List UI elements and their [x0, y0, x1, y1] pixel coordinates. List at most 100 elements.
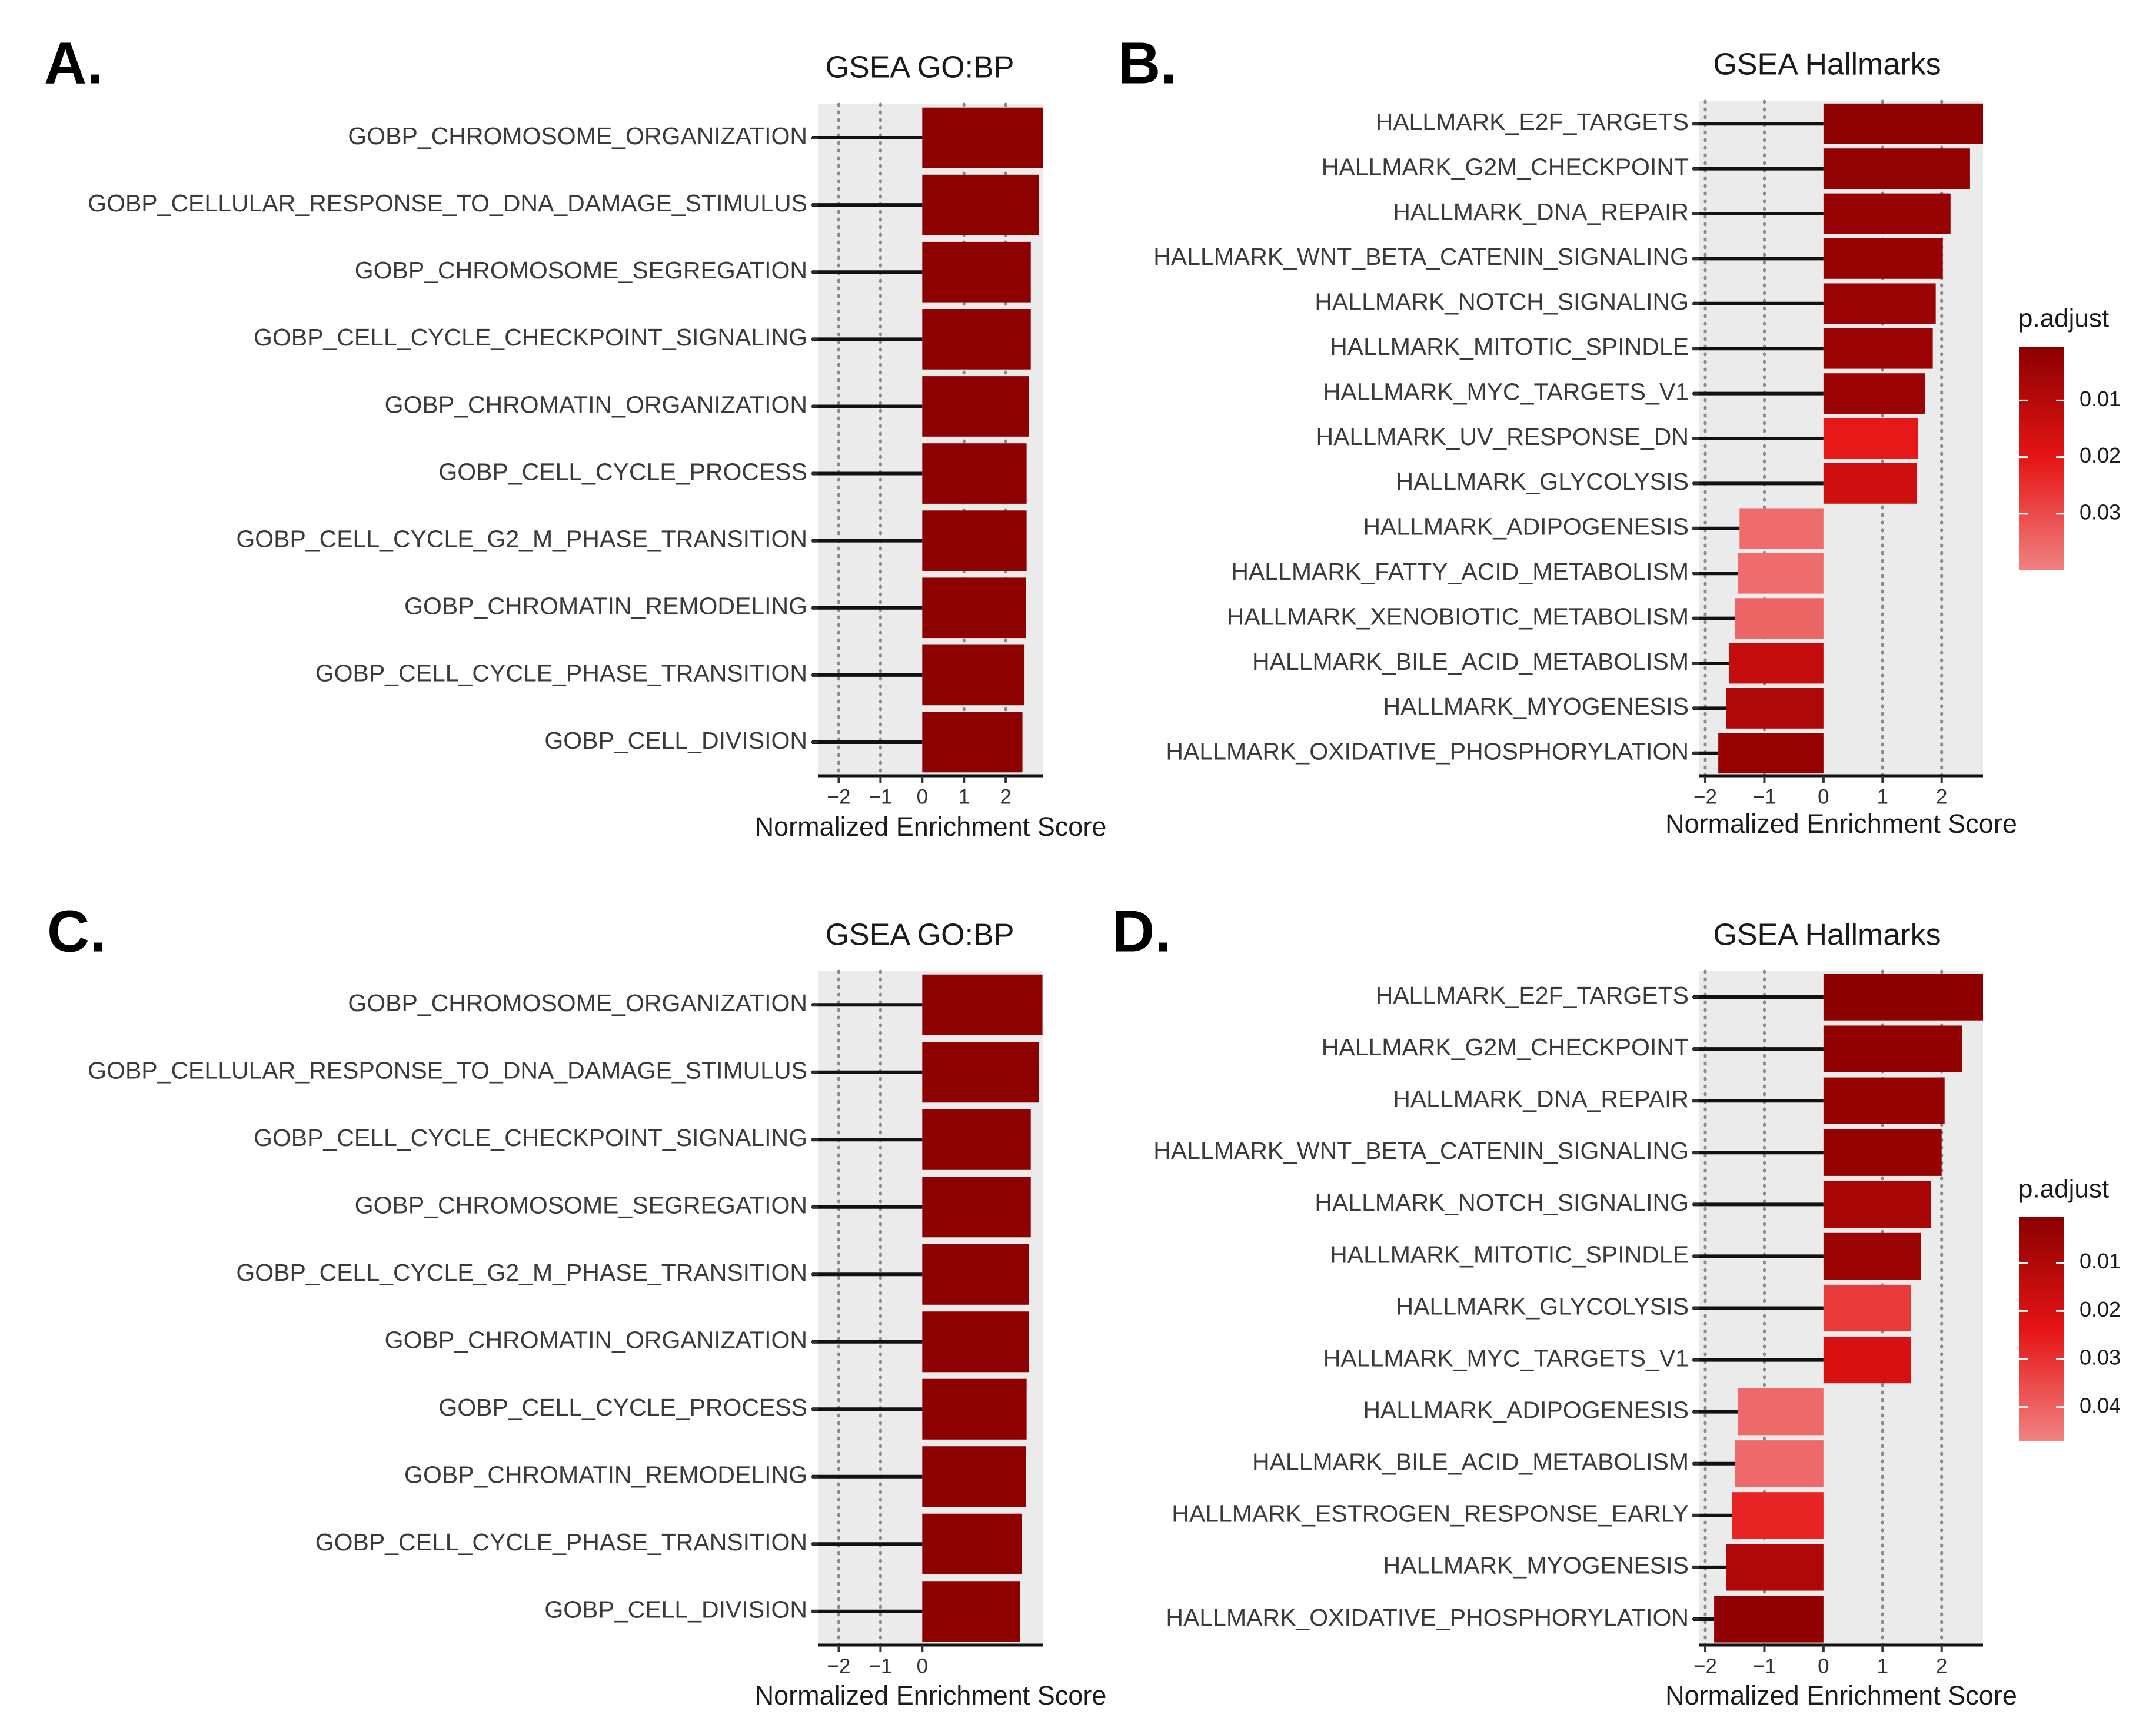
category-label: HALLMARK_E2F_TARGETS	[1376, 982, 1689, 1009]
category-label: HALLMARK_BILE_ACID_METABOLISM	[1252, 648, 1689, 675]
category-label: HALLMARK_MITOTIC_SPINDLE	[1330, 1241, 1689, 1268]
category-label: HALLMARK_NOTCH_SIGNALING	[1315, 1189, 1689, 1216]
x-tick-label: 0	[1818, 785, 1829, 808]
bar	[922, 107, 1043, 168]
category-label: HALLMARK_G2M_CHECKPOINT	[1322, 1034, 1689, 1061]
bar	[922, 644, 1025, 706]
legend-tick-label: 0.02	[2080, 1297, 2121, 1321]
panel-title: GSEA Hallmarks	[1713, 48, 1941, 82]
category-label: HALLMARK_ADIPOGENESIS	[1363, 1396, 1689, 1423]
panel-b: B. GSEA Hallmarks HALLMARK_E2F_TARGETS HALL…	[1118, 30, 2121, 838]
bar	[1738, 553, 1824, 594]
bar	[922, 376, 1029, 437]
panel-d: D. GSEA Hallmarks HALLMARK_E2F_TARGETS HALL…	[1112, 898, 2121, 1710]
category-label: GOBP_CELL_CYCLE_PROCESS	[438, 458, 807, 485]
x-tick-label: 1	[1877, 785, 1888, 808]
bar	[922, 1042, 1039, 1103]
legend-colorbar	[2019, 347, 2064, 570]
legend-tick-label: 0.03	[2080, 500, 2121, 524]
legend-tick-label: 0.02	[2080, 443, 2121, 467]
category-label: HALLMARK_MYC_TARGETS_V1	[1323, 1344, 1689, 1371]
bar	[1823, 238, 1943, 279]
x-tick-label: −2	[1693, 1654, 1717, 1677]
legend-tick-label: 0.04	[2080, 1393, 2121, 1417]
category-label: HALLMARK_BILE_ACID_METABOLISM	[1252, 1448, 1689, 1476]
category-label: GOBP_CHROMOSOME_ORGANIZATION	[348, 122, 807, 149]
category-label: GOBP_CHROMOSOME_ORGANIZATION	[348, 989, 807, 1016]
category-label: GOBP_CELL_DIVISION	[544, 1596, 807, 1623]
category-label: HALLMARK_NOTCH_SIGNALING	[1315, 288, 1689, 315]
bar	[922, 241, 1031, 303]
category-label: HALLMARK_WNT_BETA_CATENIN_SIGNALING	[1153, 1137, 1689, 1164]
bar	[922, 443, 1027, 504]
legend-title: p.adjust	[2018, 304, 2109, 333]
bar	[1738, 1388, 1824, 1436]
bar	[922, 1244, 1029, 1305]
bar	[1823, 283, 1936, 324]
category-label: GOBP_CELL_CYCLE_CHECKPOINT_SIGNALING	[254, 324, 807, 351]
x-tick-label: −1	[869, 1654, 892, 1677]
bar	[1823, 1284, 1911, 1332]
x-tick-label: −2	[1693, 785, 1717, 808]
bar	[1823, 1077, 1945, 1124]
panel-c: C. GSEA GO:BP GOBP_CHROMOSOME_ORGANIZATION…	[47, 898, 1106, 1710]
category-label: GOBP_CELL_CYCLE_G2_M_PHASE_TRANSITION	[236, 1259, 807, 1286]
category-label: HALLMARK_E2F_TARGETS	[1376, 108, 1689, 135]
category-label: GOBP_CELLULAR_RESPONSE_TO_DNA_DAMAGE_STI…	[88, 190, 807, 217]
x-tick-label: −1	[869, 785, 892, 808]
x-axis-label: Normalized Enrichment Score	[755, 812, 1107, 842]
category-label: HALLMARK_MYC_TARGETS_V1	[1323, 378, 1689, 405]
bar	[922, 309, 1031, 370]
bar	[1823, 148, 1970, 189]
panel-a: A. GSEA GO:BP GOBP_CHROMOSOME_ORGANIZATION…	[44, 30, 1106, 841]
bar	[1726, 688, 1824, 729]
category-label: GOBP_CHROMOSOME_SEGREGATION	[355, 1192, 807, 1219]
legend-tick-label: 0.01	[2080, 387, 2121, 411]
panel-title: GSEA GO:BP	[826, 918, 1014, 952]
x-tick-label: −2	[827, 1654, 851, 1677]
category-label: HALLMARK_FATTY_ACID_METABOLISM	[1231, 558, 1689, 585]
category-label: HALLMARK_OXIDATIVE_PHOSPHORYLATION	[1166, 738, 1689, 765]
category-label: GOBP_CELL_CYCLE_PHASE_TRANSITION	[315, 1529, 807, 1556]
panel-title: GSEA Hallmarks	[1713, 918, 1941, 952]
bar	[922, 174, 1039, 235]
bar	[922, 1378, 1027, 1440]
panel-label: A.	[44, 30, 103, 96]
bar	[1823, 1181, 1931, 1228]
category-label: GOBP_CHROMATIN_REMODELING	[404, 1461, 807, 1489]
bar	[922, 1177, 1031, 1238]
category-label: GOBP_CELL_CYCLE_PHASE_TRANSITION	[315, 660, 807, 687]
category-label: HALLMARK_DNA_REPAIR	[1393, 198, 1689, 225]
x-tick-label: −1	[1753, 785, 1776, 808]
bar	[1714, 1596, 1824, 1643]
bar	[1823, 1129, 1942, 1176]
legend-colorbar	[2019, 1217, 2064, 1441]
x-tick-label: 0	[917, 785, 928, 808]
category-label: GOBP_CHROMATIN_ORGANIZATION	[385, 1327, 807, 1354]
bar	[1823, 418, 1918, 459]
bar	[1823, 103, 1983, 144]
bar	[1823, 193, 1951, 234]
category-label: GOBP_CHROMATIN_REMODELING	[404, 593, 807, 620]
category-label: GOBP_CELL_CYCLE_CHECKPOINT_SIGNALING	[254, 1124, 807, 1151]
category-label: HALLMARK_ESTROGEN_RESPONSE_EARLY	[1172, 1500, 1689, 1527]
legend-tick-label: 0.01	[2080, 1249, 2121, 1273]
legend-title: p.adjust	[2018, 1175, 2109, 1204]
category-label: HALLMARK_MYOGENESIS	[1383, 693, 1689, 720]
bar	[1718, 733, 1824, 774]
x-tick-label: 2	[1000, 785, 1011, 808]
category-label: HALLMARK_GLYCOLYSIS	[1396, 1293, 1689, 1320]
bar	[922, 1446, 1026, 1507]
x-tick-label: −1	[1753, 1654, 1776, 1677]
x-tick-label: 0	[917, 1654, 928, 1677]
category-label: HALLMARK_MYOGENESIS	[1383, 1552, 1689, 1579]
bar	[1823, 1336, 1911, 1384]
category-label: HALLMARK_G2M_CHECKPOINT	[1322, 153, 1689, 180]
category-label: HALLMARK_UV_RESPONSE_DN	[1316, 423, 1689, 450]
x-tick-label: 2	[1936, 785, 1947, 808]
category-label: HALLMARK_ADIPOGENESIS	[1363, 513, 1689, 540]
bar	[1735, 1440, 1824, 1487]
bar	[1823, 463, 1917, 504]
bar	[922, 1513, 1022, 1574]
